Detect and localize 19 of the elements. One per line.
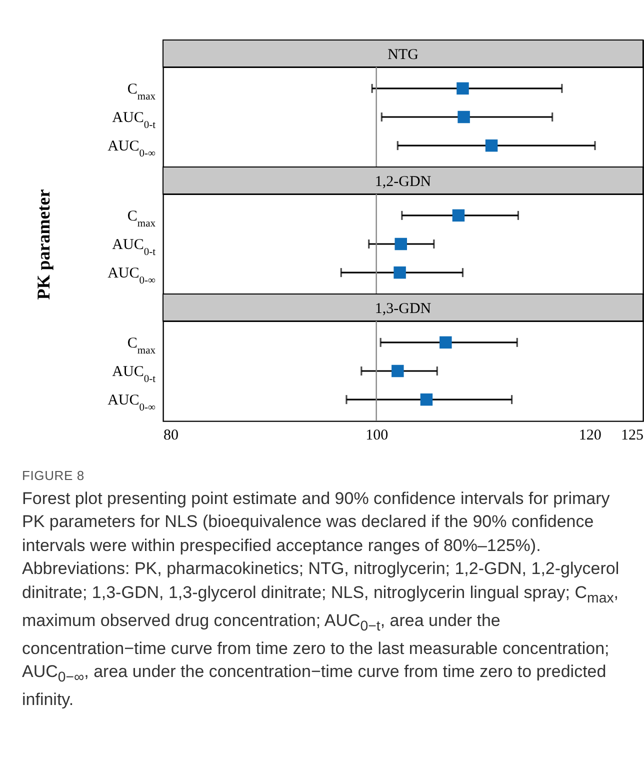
chart-title: 1,2-GDN — [374, 174, 432, 190]
text: Forest plot presenting point estimate and 90% confidence intervals for primary PK parameters for NLS (bioequivalence was declared if the 90% confidence intervals were within prespecified acceptance ranges of 80%–125%). Abbreviations: PK, pharmacokinetics; NTG, nitroglycerin; 1,2-GDN, 1,2-glycerol dinitrate; 1,3-GDN, 1,3-glycerol dinitrate; NLS, nitroglycerin lingual spray; C$_{max}$, maximum observed drug concentration; AUC$_{0−t}$, area under the concentration−time curve from time zero to the last measurable concentration; AUC$_{0−∞}$, area under the concentration−time curve from time zero to predicted infinity. — [22, 489, 620, 710]
y-tick-label: AUC$_{0-∞}$ — [108, 392, 156, 414]
y-tick-label: AUC$_{0-t}$ — [112, 237, 156, 258]
y-tick-label: AUC$_{0-t}$ — [112, 110, 156, 130]
chart-title: 1,3-GDN — [374, 301, 432, 317]
x-tick-label: 120 — [578, 428, 602, 444]
y-axis-title: PK parameter — [34, 189, 54, 300]
y-tick-label: C$_{max}$ — [127, 81, 156, 102]
x-tick-label: 80 — [164, 428, 178, 444]
y-tick-label: AUC$_{0-∞}$ — [108, 266, 156, 286]
x-tick-label: 100 — [366, 428, 388, 444]
y-tick-label: C$_{max}$ — [127, 335, 156, 356]
chart-title: NTG — [388, 47, 419, 63]
y-tick-label: AUC$_{0-∞}$ — [108, 138, 156, 160]
x-tick-label: 125 — [621, 428, 644, 444]
y-tick-label: AUC$_{0-t}$ — [112, 364, 156, 384]
y-tick-label: C$_{max}$ — [127, 208, 156, 229]
caption: FIGURE 8 — [22, 468, 86, 483]
